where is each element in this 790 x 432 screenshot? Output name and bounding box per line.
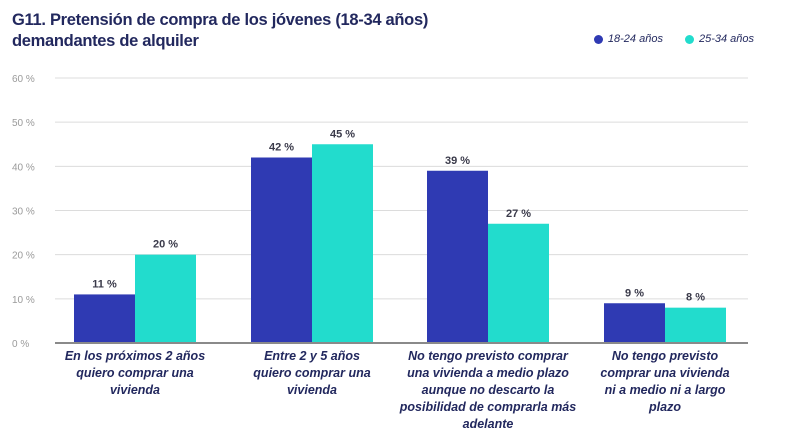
data-label: 8 % [686,292,705,304]
bar [665,307,726,343]
legend-dot-icon [684,34,694,44]
category-label: Entre 2 y 5 años quiero comprar una vivi… [253,349,371,397]
legend-item-18-24: 18-24 años [593,33,663,45]
legend-item-25-34: 25-34 años [684,33,754,45]
y-tick-label: 60 % [12,74,35,85]
data-label: 39 % [445,155,470,167]
legend-label: 18-24 años [607,33,663,45]
bar [488,223,549,343]
title-line-2: demandantes de alquiler [12,32,199,50]
chart-title: G11. Pretensión de compra de los jóvenes… [12,10,428,52]
bar [251,157,312,343]
y-tick-label: 10 % [12,295,35,306]
bar [312,144,373,343]
y-tick-label: 40 % [12,162,35,173]
legend-dot-icon [593,34,603,44]
y-tick-label: 20 % [12,251,35,262]
data-label: 11 % [92,278,117,290]
category-label: En los próximos 2 años quiero comprar un… [64,349,206,397]
data-label: 42 % [269,142,294,154]
title-line-1: G11. Pretensión de compra de los jóvenes… [12,11,429,29]
legend-label: 25-34 años [698,33,754,45]
bar [74,294,135,343]
data-label: 45 % [330,128,355,140]
y-tick-label: 0 % [12,339,29,350]
bar [427,170,488,343]
bar [604,303,665,343]
category-label: No tengo previsto comprar una vivienda n… [600,349,730,414]
data-label: 27 % [506,208,531,220]
data-label: 20 % [153,239,178,251]
category-label: No tengo previsto comprar una vivienda a… [399,349,577,431]
data-label: 9 % [625,287,644,299]
y-tick-label: 30 % [12,207,35,218]
legend: 18-24 años 25-34 años [593,33,754,45]
bar [135,254,196,343]
y-tick-label: 50 % [12,118,35,129]
